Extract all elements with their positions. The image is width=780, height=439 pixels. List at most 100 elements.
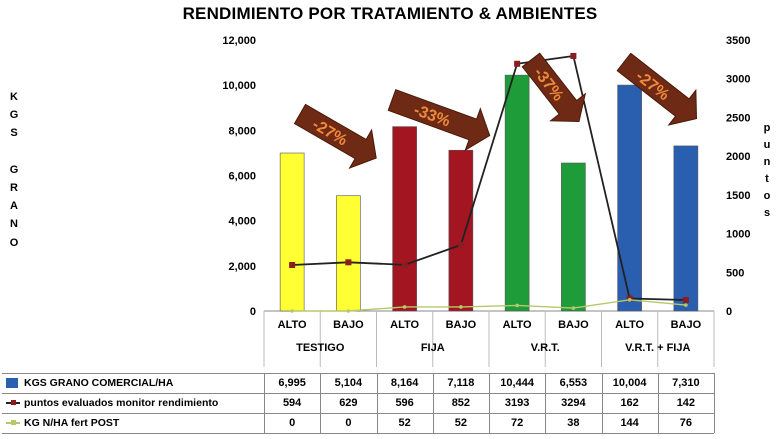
- series-line: [292, 299, 686, 312]
- table-gridline: [2, 433, 714, 434]
- legend-marker-icon: [11, 420, 16, 425]
- y-right-tick-label: 500: [726, 267, 744, 279]
- series-point: [346, 309, 351, 313]
- table-cell: 8,164: [390, 377, 419, 389]
- y-right-tick-label: 1500: [726, 190, 750, 202]
- bar: [448, 149, 474, 312]
- y-axis-right-label: p u n t o s: [760, 120, 774, 222]
- y-axis-left-label-char: A: [10, 200, 18, 213]
- table-gridline: [601, 373, 603, 433]
- table-cell: 0: [289, 417, 296, 429]
- table-cell: 76: [679, 417, 692, 429]
- y-left-tick-label: 0: [250, 306, 256, 318]
- group-label: V.R.T.: [531, 342, 560, 354]
- y-right-tick-label: 2500: [726, 112, 750, 124]
- y-axis-left-label-char: G: [9, 163, 19, 176]
- table-cell: 6,995: [278, 377, 306, 389]
- series-point: [289, 262, 296, 269]
- table-cell: 5,104: [334, 377, 363, 389]
- table-cell: 142: [676, 397, 696, 409]
- table-row: KGS GRANO COMERCIAL/HA 6,995 5,104 8,164 7,1…: [2, 373, 708, 393]
- series-point: [570, 52, 577, 59]
- table-gridline: [2, 413, 714, 414]
- series-point: [345, 259, 352, 266]
- y-right-tick-label: 3500: [726, 35, 750, 47]
- series-point: [290, 309, 294, 313]
- y-axis-left-label-char: R: [10, 182, 18, 195]
- table-cell: 629: [339, 397, 358, 409]
- y-axis-left-label-char: N: [10, 218, 18, 231]
- arrow-shape: [293, 103, 377, 170]
- bar: [561, 162, 586, 312]
- y-left-tick-label: 12,000: [222, 35, 256, 47]
- y-left-tick-label: 2,000: [228, 261, 256, 273]
- legend-key-icon: [6, 420, 20, 425]
- series-point: [684, 303, 688, 307]
- series-point: [682, 297, 689, 304]
- x-tick-label: ALTO: [615, 319, 644, 331]
- table-cell: 0: [345, 417, 352, 429]
- table-row: KG N/HA fert POST 0 0 52 52 72 38 144 76: [2, 413, 708, 433]
- table-cell: 594: [282, 397, 302, 409]
- table-cell: 3294: [561, 397, 586, 409]
- table-gridline: [376, 373, 378, 433]
- table-cell: 144: [620, 417, 639, 429]
- table-cell: 10,004: [612, 377, 647, 389]
- y-axis-left-label: K G S G R A N O: [6, 88, 22, 252]
- table-gridline: [432, 373, 434, 433]
- group-label: TESTIGO: [296, 342, 345, 354]
- legend-marker-icon: [11, 400, 16, 405]
- bar: [279, 152, 305, 312]
- series-point: [515, 303, 519, 308]
- y-right-tick-label: 0: [726, 306, 732, 318]
- series-point: [459, 305, 463, 309]
- series-point: [514, 60, 521, 67]
- y-axis-right-label-char: u: [763, 139, 771, 151]
- x-tick-label: ALTO: [278, 319, 307, 331]
- table-cell: 596: [395, 397, 414, 409]
- series-point: [457, 242, 464, 249]
- series-point: [627, 298, 632, 302]
- bar: [336, 195, 361, 312]
- x-tick-label: ALTO: [503, 319, 532, 331]
- y-axis-right-label-char: s: [763, 207, 771, 219]
- legend-key-icon: [6, 400, 20, 405]
- x-tick-label: ALTO: [390, 319, 419, 331]
- x-tick-label: BAJO: [558, 319, 589, 331]
- arrow-shape: [616, 52, 698, 126]
- series-name: KGS GRANO COMERCIAL/HA: [24, 377, 174, 389]
- series-legend-entry: puntos evaluados monitor rendimiento: [2, 393, 264, 413]
- table-cell: 6,553: [559, 377, 588, 389]
- group-label: V.R.T. + FIJA: [625, 342, 690, 354]
- table-cell: 38: [567, 417, 580, 429]
- series-legend-entry: KG N/HA fert POST: [2, 413, 264, 433]
- table-cell: 72: [511, 417, 524, 429]
- chart-title: RENDIMIENTO POR TRATAMIENTO & AMBIENTES: [182, 4, 598, 23]
- series-point: [571, 306, 576, 310]
- y-left-tick-label: 10,000: [222, 80, 256, 92]
- x-tick-label: BAJO: [333, 319, 364, 331]
- table-gridline: [714, 373, 715, 433]
- y-axis-right-label-char: n: [763, 156, 771, 168]
- table-cell: 52: [398, 417, 411, 429]
- y-axis-left-label-char: O: [9, 236, 19, 249]
- table-cell: 52: [454, 417, 467, 429]
- arrow-shape: [387, 89, 491, 152]
- table-cell: 852: [451, 397, 471, 409]
- x-tick-label: BAJO: [446, 319, 477, 331]
- y-axis-right-label-char: o: [763, 190, 771, 202]
- table-gridline: [545, 373, 547, 433]
- table-gridline: [320, 373, 322, 433]
- table-cell: 7,118: [447, 377, 475, 389]
- bar: [504, 74, 530, 312]
- bar: [617, 84, 642, 312]
- table-cell: 10,444: [500, 377, 534, 389]
- table-cell: 162: [620, 397, 639, 409]
- y-axis-left-label-char: K: [10, 91, 18, 103]
- y-left-tick-label: 8,000: [228, 125, 256, 137]
- y-left-tick-label: 4,000: [228, 216, 256, 228]
- arrow-shape: [521, 52, 587, 122]
- series-name: puntos evaluados monitor rendimiento: [24, 397, 219, 409]
- y-right-tick-label: 3000: [726, 74, 750, 86]
